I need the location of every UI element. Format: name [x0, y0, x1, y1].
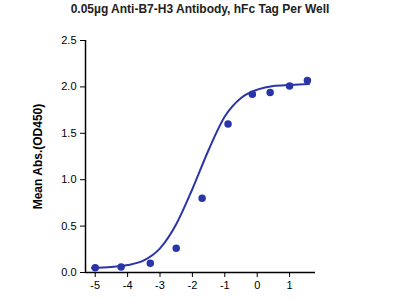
svg-text:1.5: 1.5 [61, 127, 76, 139]
svg-text:2.0: 2.0 [61, 80, 76, 92]
svg-text:Mean Abs.(OD450): Mean Abs.(OD450) [31, 104, 45, 210]
svg-text:0.0: 0.0 [61, 266, 76, 278]
svg-text:-2: -2 [188, 279, 198, 291]
svg-text:2.5: 2.5 [61, 34, 76, 46]
svg-text:-3: -3 [155, 279, 165, 291]
svg-text:-1: -1 [220, 279, 230, 291]
svg-text:0.5: 0.5 [61, 220, 76, 232]
html-text:0.05µg Anti-B7-H3 Antibody, hF: 0.05µg Anti-B7-H3 Antibody, hFc Tag Per … [70, 2, 330, 16]
svg-text:1: 1 [287, 279, 293, 291]
svg-text:-4: -4 [123, 279, 133, 291]
svg-text:0: 0 [254, 279, 260, 291]
svg-text:-5: -5 [90, 279, 100, 291]
svg-text:1.0: 1.0 [61, 173, 76, 185]
